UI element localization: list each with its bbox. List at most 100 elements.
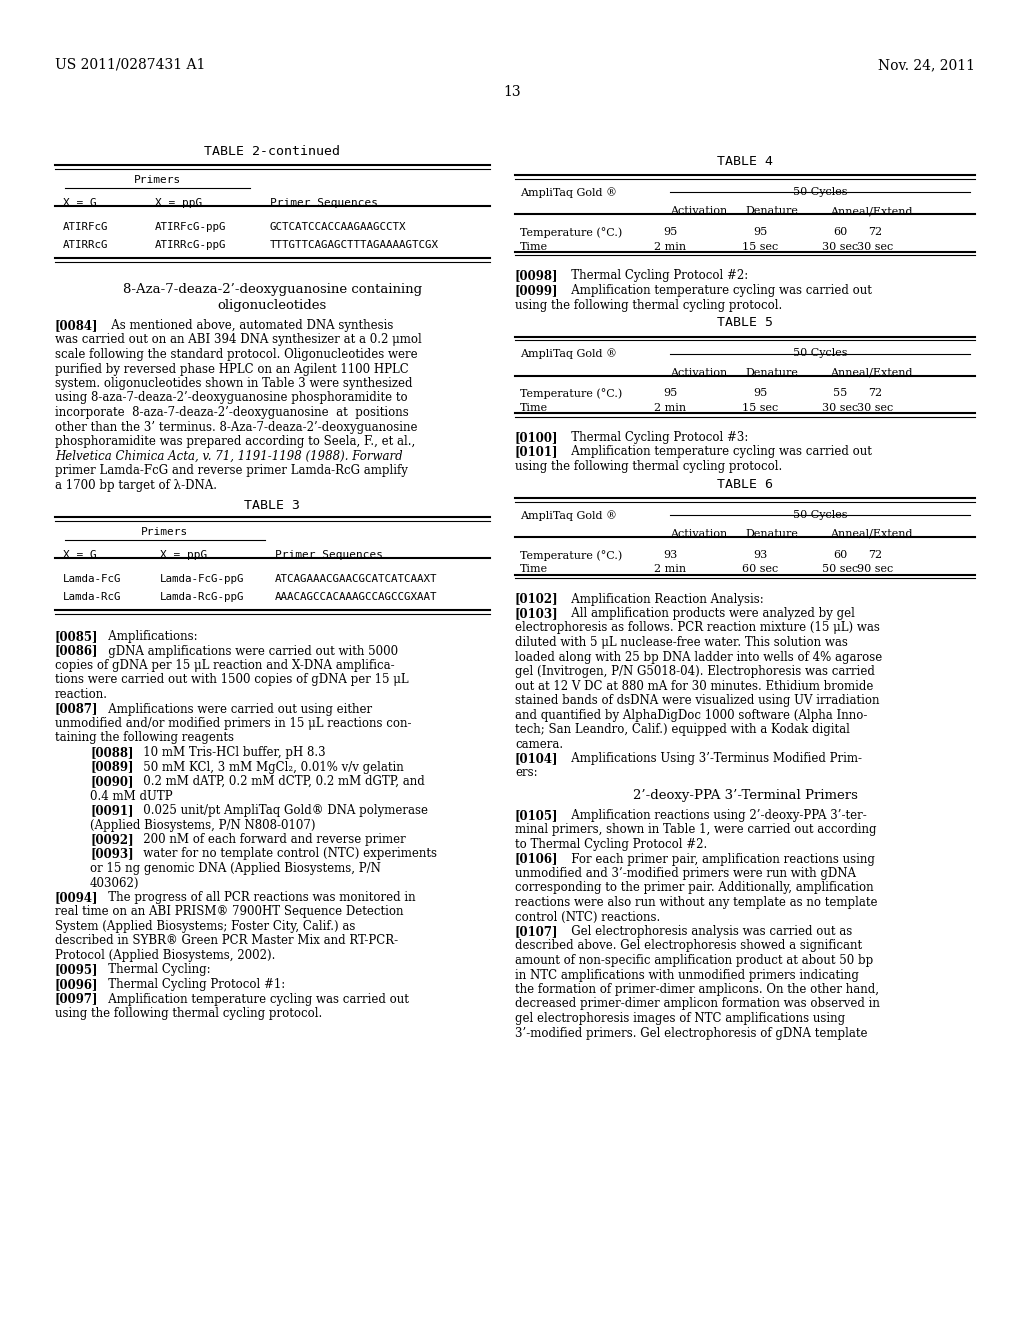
Text: Thermal Cycling:: Thermal Cycling: [97, 964, 211, 977]
Text: 55: 55 [833, 388, 847, 399]
Text: All amplification products were analyzed by gel: All amplification products were analyzed… [560, 607, 855, 620]
Text: system. oligonucleotides shown in Table 3 were synthesized: system. oligonucleotides shown in Table … [55, 378, 413, 389]
Text: a 1700 bp target of λ-DNA.: a 1700 bp target of λ-DNA. [55, 479, 217, 491]
Text: Amplifications Using 3’-Terminus Modified Prim-: Amplifications Using 3’-Terminus Modifie… [560, 752, 862, 766]
Text: 15 sec: 15 sec [741, 403, 778, 413]
Text: [0098]: [0098] [515, 269, 558, 282]
Text: 95: 95 [753, 227, 767, 238]
Text: [0101]: [0101] [515, 446, 558, 458]
Text: 3’-modified primers. Gel electrophoresis of gDNA template: 3’-modified primers. Gel electrophoresis… [515, 1027, 867, 1040]
Text: (Applied Biosystems, P/N N808-0107): (Applied Biosystems, P/N N808-0107) [90, 818, 315, 832]
Text: For each primer pair, amplification reactions using: For each primer pair, amplification reac… [560, 853, 874, 866]
Text: ATIRRcG-ppG: ATIRRcG-ppG [155, 240, 226, 249]
Text: and quantified by AlphaDigDoc 1000 software (Alpha Inno-: and quantified by AlphaDigDoc 1000 softw… [515, 709, 867, 722]
Text: primer Lamda-FcG and reverse primer Lamda-RcG amplify: primer Lamda-FcG and reverse primer Lamd… [55, 465, 408, 477]
Text: TABLE 4: TABLE 4 [717, 154, 773, 168]
Text: [0089]: [0089] [90, 760, 133, 774]
Text: Temperature (°C.): Temperature (°C.) [520, 227, 623, 238]
Text: TTTGTTCAGAGCTTTAGAAAAGTCGX: TTTGTTCAGAGCTTTAGAAAAGTCGX [270, 240, 439, 249]
Text: 30 sec: 30 sec [822, 403, 858, 413]
Text: Thermal Cycling Protocol #1:: Thermal Cycling Protocol #1: [97, 978, 286, 991]
Text: Time: Time [520, 403, 548, 413]
Text: [0100]: [0100] [515, 432, 558, 444]
Text: 72: 72 [868, 550, 882, 560]
Text: water for no template control (NTC) experiments: water for no template control (NTC) expe… [132, 847, 437, 861]
Text: described in SYBR® Green PCR Master Mix and RT-PCR-: described in SYBR® Green PCR Master Mix … [55, 935, 398, 948]
Text: 403062): 403062) [90, 876, 139, 890]
Text: [0090]: [0090] [90, 775, 133, 788]
Text: X = G: X = G [63, 198, 96, 209]
Text: Amplifications were carried out using either: Amplifications were carried out using ei… [97, 702, 372, 715]
Text: [0106]: [0106] [515, 853, 558, 866]
Text: Activation: Activation [670, 206, 727, 216]
Text: Primers: Primers [134, 176, 181, 185]
Text: [0084]: [0084] [55, 319, 98, 333]
Text: [0087]: [0087] [55, 702, 98, 715]
Text: [0094]: [0094] [55, 891, 98, 904]
Text: ATIRFcG: ATIRFcG [63, 222, 109, 232]
Text: TABLE 3: TABLE 3 [245, 499, 300, 512]
Text: 2 min: 2 min [654, 565, 686, 574]
Text: real time on an ABI PRISM® 7900HT Sequence Detection: real time on an ABI PRISM® 7900HT Sequen… [55, 906, 403, 919]
Text: Amplification temperature cycling was carried out: Amplification temperature cycling was ca… [97, 993, 409, 1006]
Text: phosphoramidite was prepared according to Seela, F., et al.,: phosphoramidite was prepared according t… [55, 436, 416, 447]
Text: amount of non-specific amplification product at about 50 bp: amount of non-specific amplification pro… [515, 954, 873, 968]
Text: [0102]: [0102] [515, 593, 559, 606]
Text: Protocol (Applied Biosystems, 2002).: Protocol (Applied Biosystems, 2002). [55, 949, 275, 962]
Text: AmpliTaq Gold ®: AmpliTaq Gold ® [520, 510, 617, 521]
Text: Primer Sequences: Primer Sequences [270, 198, 378, 209]
Text: TABLE 5: TABLE 5 [717, 317, 773, 330]
Text: stained bands of dsDNA were visualized using UV irradiation: stained bands of dsDNA were visualized u… [515, 694, 880, 708]
Text: Time: Time [520, 565, 548, 574]
Text: Lamda-FcG-ppG: Lamda-FcG-ppG [160, 574, 245, 583]
Text: to Thermal Cycling Protocol #2.: to Thermal Cycling Protocol #2. [515, 838, 708, 851]
Text: 50 Cycles: 50 Cycles [793, 510, 847, 520]
Text: TABLE 6: TABLE 6 [717, 478, 773, 491]
Text: [0088]: [0088] [90, 746, 133, 759]
Text: minal primers, shown in Table 1, were carried out according: minal primers, shown in Table 1, were ca… [515, 824, 877, 837]
Text: [0105]: [0105] [515, 809, 558, 822]
Text: [0103]: [0103] [515, 607, 559, 620]
Text: 50 sec: 50 sec [822, 565, 858, 574]
Text: 2 min: 2 min [654, 403, 686, 413]
Text: AmpliTaq Gold ®: AmpliTaq Gold ® [520, 187, 617, 198]
Text: 60: 60 [833, 550, 847, 560]
Text: using the following thermal cycling protocol.: using the following thermal cycling prot… [55, 1007, 323, 1020]
Text: 10 mM Tris-HCl buffer, pH 8.3: 10 mM Tris-HCl buffer, pH 8.3 [132, 746, 326, 759]
Text: Nov. 24, 2011: Nov. 24, 2011 [878, 58, 975, 73]
Text: Time: Time [520, 242, 548, 252]
Text: Amplification reactions using 2’-deoxy-PPA 3’-ter-: Amplification reactions using 2’-deoxy-P… [560, 809, 866, 822]
Text: Lamda-RcG: Lamda-RcG [63, 591, 122, 602]
Text: taining the following reagents: taining the following reagents [55, 731, 234, 744]
Text: loaded along with 25 bp DNA ladder into wells of 4% agarose: loaded along with 25 bp DNA ladder into … [515, 651, 883, 664]
Text: 0.025 unit/pt AmpliTaq Gold® DNA polymerase: 0.025 unit/pt AmpliTaq Gold® DNA polymer… [132, 804, 428, 817]
Text: other than the 3’ terminus. 8-Aza-7-deaza-2’-deoxyguanosine: other than the 3’ terminus. 8-Aza-7-deaz… [55, 421, 418, 433]
Text: Denature: Denature [745, 367, 798, 378]
Text: camera.: camera. [515, 738, 563, 751]
Text: Anneal/Extend: Anneal/Extend [830, 367, 912, 378]
Text: electrophoresis as follows. PCR reaction mixture (15 μL) was: electrophoresis as follows. PCR reaction… [515, 622, 880, 635]
Text: using 8-aza-7-deaza-2’-deoxyguanosine phosphoramidite to: using 8-aza-7-deaza-2’-deoxyguanosine ph… [55, 392, 408, 404]
Text: Lamda-FcG: Lamda-FcG [63, 574, 122, 583]
Text: control (NTC) reactions.: control (NTC) reactions. [515, 911, 660, 924]
Text: X = ppG: X = ppG [155, 198, 203, 209]
Text: ers:: ers: [515, 767, 538, 780]
Text: Thermal Cycling Protocol #2:: Thermal Cycling Protocol #2: [560, 269, 749, 282]
Text: Temperature (°C.): Temperature (°C.) [520, 388, 623, 400]
Text: Temperature (°C.): Temperature (°C.) [520, 550, 623, 561]
Text: ATIRRcG: ATIRRcG [63, 240, 109, 249]
Text: Denature: Denature [745, 206, 798, 216]
Text: [0093]: [0093] [90, 847, 133, 861]
Text: tions were carried out with 1500 copies of gDNA per 15 μL: tions were carried out with 1500 copies … [55, 673, 409, 686]
Text: Amplification Reaction Analysis:: Amplification Reaction Analysis: [560, 593, 764, 606]
Text: oligonucleotides: oligonucleotides [218, 300, 327, 312]
Text: Anneal/Extend: Anneal/Extend [830, 529, 912, 539]
Text: 15 sec: 15 sec [741, 242, 778, 252]
Text: Helvetica Chimica Acta, v. 71, 1191-1198 (1988). Forward: Helvetica Chimica Acta, v. 71, 1191-1198… [55, 450, 402, 462]
Text: X = ppG: X = ppG [160, 550, 207, 560]
Text: Primer Sequences: Primer Sequences [275, 550, 383, 560]
Text: gel (Invitrogen, P/N G5018-04). Electrophoresis was carried: gel (Invitrogen, P/N G5018-04). Electrop… [515, 665, 874, 678]
Text: 13: 13 [503, 84, 521, 99]
Text: reaction.: reaction. [55, 688, 108, 701]
Text: 95: 95 [663, 388, 677, 399]
